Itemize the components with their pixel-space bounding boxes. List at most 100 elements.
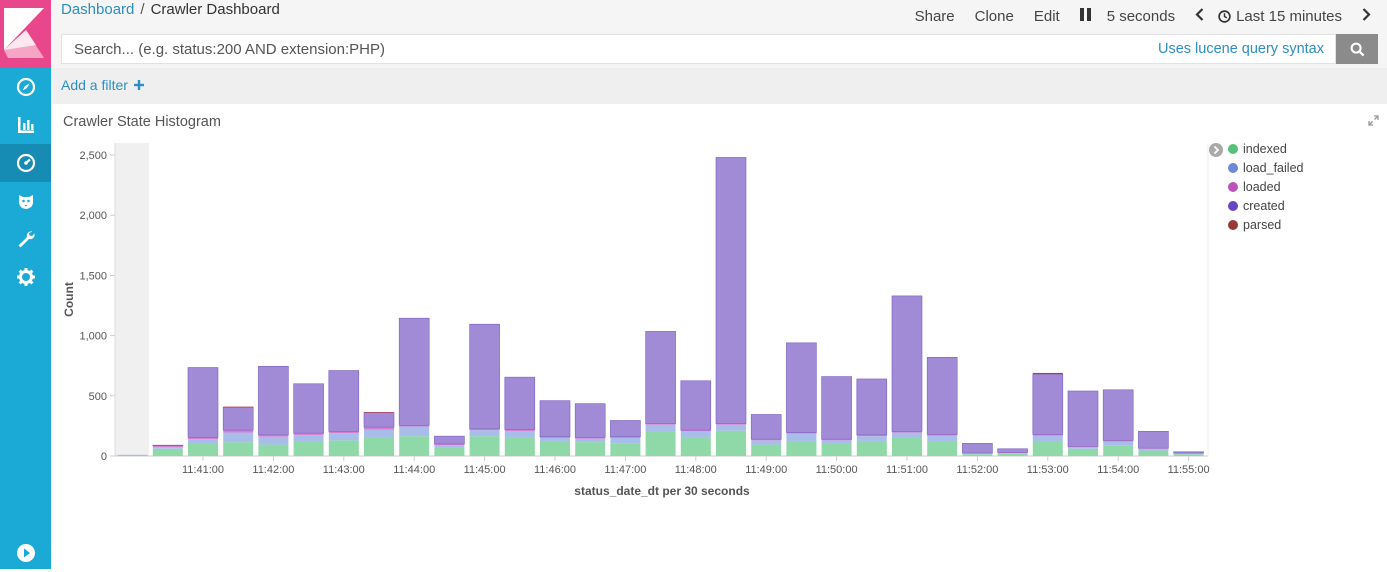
bar-created[interactable] [504,376,536,430]
bar-load_failed[interactable] [258,436,289,445]
bar-load_failed[interactable] [927,435,958,442]
bar-indexed[interactable] [821,443,852,456]
bar-created[interactable] [469,323,500,430]
breadcrumb-dashboard-link[interactable]: Dashboard [61,1,135,18]
bar-created[interactable] [258,366,289,436]
bar-loaded[interactable] [469,428,500,431]
bar-load_failed[interactable] [469,430,500,437]
bar-loaded[interactable] [223,430,254,433]
bar-load_failed[interactable] [962,453,993,455]
bar-indexed[interactable] [927,441,958,456]
bar-load_failed[interactable] [504,431,535,438]
bar-loaded[interactable] [786,432,817,434]
bar-loaded[interactable] [152,445,183,447]
bar-loaded[interactable] [962,452,993,454]
refresh-interval-button[interactable]: 5 seconds [1106,7,1176,25]
bar-created[interactable] [539,400,571,438]
bar-created[interactable] [1173,451,1204,454]
bar-created[interactable] [1067,390,1099,447]
legend-toggle-button[interactable] [1209,143,1223,157]
bar-load_failed[interactable] [821,440,852,444]
bar-load_failed[interactable] [364,429,394,438]
bar-created[interactable] [152,444,184,447]
bar-loaded[interactable] [1032,434,1063,436]
bar-indexed[interactable] [892,437,922,456]
bar-created[interactable] [962,443,993,454]
bar-load_failed[interactable] [645,424,676,432]
bar-load_failed[interactable] [540,437,570,441]
bar-indexed[interactable] [1032,441,1063,456]
bar-created[interactable] [1032,373,1064,435]
bar-parsed[interactable] [364,412,394,413]
time-next-button[interactable] [1362,7,1371,25]
bar-loaded[interactable] [821,439,852,441]
bar-created[interactable] [750,414,782,440]
bar-load_failed[interactable] [293,434,324,442]
bar-load_failed[interactable] [997,452,1028,454]
pause-button[interactable] [1079,7,1091,25]
search-input[interactable] [62,35,1122,63]
bar-created[interactable] [997,448,1028,453]
bar-indexed[interactable] [1173,454,1204,456]
bar-load_failed[interactable] [399,426,430,437]
bar-loaded[interactable] [1173,452,1204,454]
bar-indexed[interactable] [680,437,711,456]
edit-button[interactable]: Edit [1033,7,1060,25]
legend-item-loaded[interactable]: loaded [1228,177,1281,196]
bar-indexed[interactable] [856,440,887,456]
bar-loaded[interactable] [997,452,1028,453]
bar-indexed[interactable] [434,447,465,456]
bar-load_failed[interactable] [152,446,183,449]
bar-created[interactable] [680,380,712,431]
bar-indexed[interactable] [188,443,218,456]
bar-loaded[interactable] [328,431,359,434]
bar-loaded[interactable] [716,423,746,425]
bar-loaded[interactable] [434,443,465,446]
nav-visualize[interactable] [0,106,51,144]
bar-created[interactable] [328,370,360,432]
bar-indexed[interactable] [716,430,746,456]
bar-load_failed[interactable] [716,424,746,431]
bar-loaded[interactable] [293,433,324,435]
bar-loaded[interactable] [892,431,922,433]
bar-loaded[interactable] [610,436,641,438]
bar-loaded[interactable] [751,439,782,441]
bar-load_failed[interactable] [1138,448,1169,451]
clone-button[interactable]: Clone [974,7,1014,25]
bar-loaded[interactable] [1068,446,1098,447]
bar-indexed[interactable] [504,437,535,456]
bar-indexed[interactable] [645,431,676,456]
bar-created[interactable] [821,376,852,440]
bar-created[interactable] [1102,389,1134,441]
bar-parsed[interactable] [1032,372,1063,375]
nav-management[interactable] [0,258,51,296]
bar-created[interactable] [926,356,958,435]
bar-load_failed[interactable] [328,433,359,441]
bar-loaded[interactable] [504,429,535,432]
bar-indexed[interactable] [575,442,606,456]
bar-indexed[interactable] [997,453,1028,456]
bar-load_failed[interactable] [434,445,465,448]
bar-load_failed[interactable] [1068,446,1098,449]
expand-panel-button[interactable] [1368,114,1379,129]
time-previous-button[interactable] [1195,7,1204,25]
bar-created[interactable] [645,331,676,424]
bar-load_failed[interactable] [223,432,254,443]
bar-indexed[interactable] [751,444,782,456]
add-filter-button[interactable]: Add a filter [61,77,144,93]
legend-item-indexed[interactable]: indexed [1228,139,1287,158]
bar-load_failed[interactable] [610,437,641,444]
bar-indexed[interactable] [962,454,993,456]
bar-created[interactable] [891,295,923,432]
nav-dashboard[interactable] [0,144,51,182]
bar-loaded[interactable] [188,437,218,440]
legend-item-created[interactable]: created [1228,196,1285,215]
bar-load_failed[interactable] [856,436,887,441]
bar-load_failed[interactable] [188,439,218,444]
bar-loaded[interactable] [1103,440,1134,442]
bar-indexed[interactable] [399,436,430,456]
bar-load_failed[interactable] [786,433,817,441]
nav-collapse[interactable] [0,534,51,572]
bar-created[interactable] [786,342,817,433]
bar-load_failed[interactable] [680,431,711,438]
